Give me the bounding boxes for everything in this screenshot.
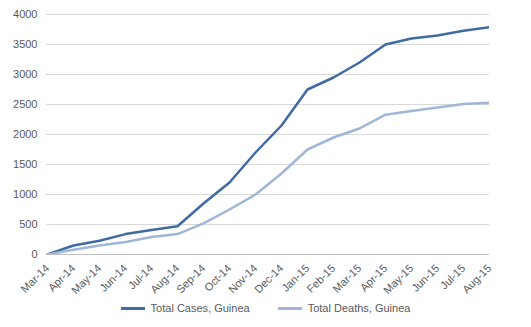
svg-text:4000: 4000 (13, 8, 37, 20)
svg-text:Dec-14: Dec-14 (252, 262, 286, 296)
svg-text:500: 500 (19, 218, 37, 230)
svg-text:2500: 2500 (13, 98, 37, 110)
svg-text:2000: 2000 (13, 128, 37, 140)
svg-text:Sep-14: Sep-14 (174, 262, 208, 296)
svg-text:Oct-14: Oct-14 (201, 261, 234, 294)
svg-text:1000: 1000 (13, 188, 37, 200)
svg-text:1500: 1500 (13, 158, 37, 170)
svg-text:Mar-15: Mar-15 (330, 262, 363, 295)
svg-text:May-14: May-14 (69, 262, 103, 296)
svg-text:Jun-15: Jun-15 (409, 262, 441, 294)
html-text:Total Cases, Guinea: Total Cases, Guinea (150, 302, 250, 314)
svg-text:3500: 3500 (13, 38, 37, 50)
svg-text:Nov-14: Nov-14 (225, 261, 260, 296)
html-text:Total Deaths, Guinea: Total Deaths, Guinea (307, 302, 411, 314)
svg-text:3000: 3000 (13, 68, 37, 80)
svg-text:0: 0 (31, 248, 37, 260)
svg-text:Jun-14: Jun-14 (97, 262, 129, 294)
svg-text:Jul-15: Jul-15 (437, 261, 468, 292)
svg-text:May-15: May-15 (381, 262, 415, 296)
svg-text:Jul-14: Jul-14 (125, 261, 156, 292)
svg-text:Jan-15: Jan-15 (279, 261, 312, 294)
svg-text:Apr-15: Apr-15 (357, 261, 390, 294)
svg-text:Aug-15: Aug-15 (460, 262, 494, 296)
svg-text:Aug-14: Aug-14 (147, 261, 182, 296)
svg-text:Mar-14: Mar-14 (18, 262, 51, 295)
svg-text:Apr-14: Apr-14 (45, 261, 78, 294)
svg-text:Feb-15: Feb-15 (304, 261, 338, 295)
